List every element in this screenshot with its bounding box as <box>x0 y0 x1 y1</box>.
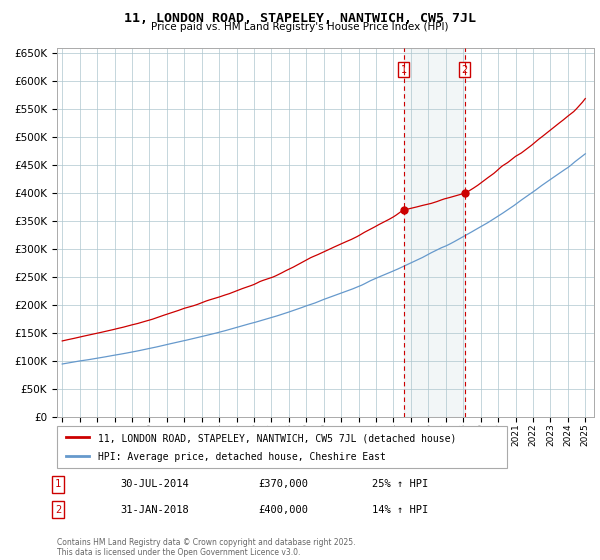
Text: 2: 2 <box>55 505 61 515</box>
Text: 11, LONDON ROAD, STAPELEY, NANTWICH, CW5 7JL (detached house): 11, LONDON ROAD, STAPELEY, NANTWICH, CW5… <box>97 433 456 443</box>
Text: Price paid vs. HM Land Registry's House Price Index (HPI): Price paid vs. HM Land Registry's House … <box>151 22 449 32</box>
Text: 31-JAN-2018: 31-JAN-2018 <box>120 505 189 515</box>
Text: £400,000: £400,000 <box>258 505 308 515</box>
Text: 11, LONDON ROAD, STAPELEY, NANTWICH, CW5 7JL: 11, LONDON ROAD, STAPELEY, NANTWICH, CW5… <box>124 12 476 25</box>
Text: HPI: Average price, detached house, Cheshire East: HPI: Average price, detached house, Ches… <box>97 452 385 461</box>
Text: 30-JUL-2014: 30-JUL-2014 <box>120 479 189 489</box>
Text: 14% ↑ HPI: 14% ↑ HPI <box>372 505 428 515</box>
Text: Contains HM Land Registry data © Crown copyright and database right 2025.
This d: Contains HM Land Registry data © Crown c… <box>57 538 355 557</box>
Text: 1: 1 <box>401 65 407 75</box>
Text: 25% ↑ HPI: 25% ↑ HPI <box>372 479 428 489</box>
Text: £370,000: £370,000 <box>258 479 308 489</box>
Text: 1: 1 <box>55 479 61 489</box>
Bar <box>404 48 464 417</box>
Text: 2: 2 <box>461 65 468 75</box>
